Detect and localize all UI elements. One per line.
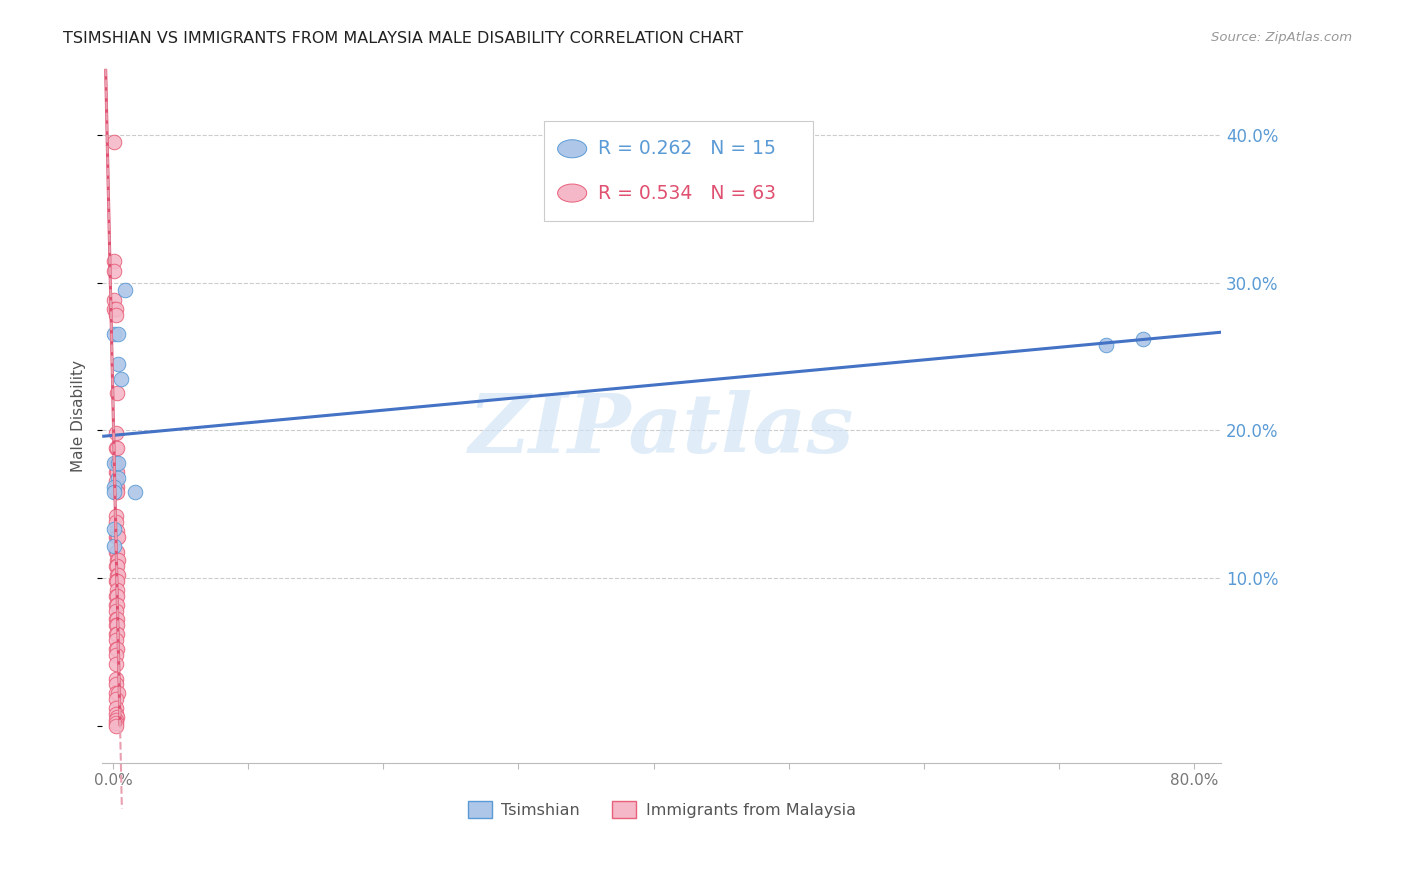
- Point: [104, 308, 127, 322]
- Point: [104, 465, 127, 479]
- Point: [104, 642, 127, 657]
- Circle shape: [558, 140, 586, 158]
- Point: [105, 441, 128, 455]
- Circle shape: [558, 184, 586, 202]
- Point: [105, 582, 128, 597]
- Point: [1132, 332, 1154, 346]
- Point: [105, 589, 128, 603]
- Text: ZIPatlas: ZIPatlas: [470, 390, 855, 469]
- Text: R = 0.262   N = 15: R = 0.262 N = 15: [598, 139, 776, 158]
- Point: [104, 530, 127, 544]
- Point: [103, 302, 125, 317]
- Point: [103, 136, 125, 150]
- Point: [104, 648, 127, 662]
- Point: [103, 456, 125, 470]
- Point: [104, 515, 127, 529]
- Point: [104, 672, 127, 686]
- Point: [1095, 337, 1118, 351]
- Point: [107, 686, 129, 700]
- Point: [104, 426, 127, 441]
- Point: [105, 618, 128, 632]
- Point: [104, 574, 127, 588]
- Point: [107, 553, 129, 567]
- Point: [105, 524, 128, 538]
- Point: [104, 713, 127, 727]
- Point: [114, 283, 136, 297]
- Text: R = 0.534   N = 63: R = 0.534 N = 63: [598, 184, 776, 202]
- Point: [103, 253, 125, 268]
- Point: [107, 357, 129, 371]
- Point: [104, 474, 127, 488]
- Point: [104, 598, 127, 612]
- Legend: Tsimshian, Immigrants from Malaysia: Tsimshian, Immigrants from Malaysia: [461, 795, 862, 824]
- Point: [104, 544, 127, 558]
- Point: [104, 618, 127, 632]
- Point: [105, 544, 128, 558]
- Point: [105, 568, 128, 582]
- Point: [107, 471, 129, 485]
- Text: TSIMSHIAN VS IMMIGRANTS FROM MALAYSIA MALE DISABILITY CORRELATION CHART: TSIMSHIAN VS IMMIGRANTS FROM MALAYSIA MA…: [63, 31, 744, 46]
- Point: [110, 372, 132, 386]
- Point: [105, 485, 128, 500]
- Text: Source: ZipAtlas.com: Source: ZipAtlas.com: [1212, 31, 1353, 45]
- Point: [105, 559, 128, 574]
- Point: [124, 485, 146, 500]
- Point: [104, 715, 127, 730]
- Point: [103, 264, 125, 278]
- Point: [105, 642, 128, 657]
- Point: [104, 559, 127, 574]
- Point: [103, 539, 125, 553]
- Point: [105, 465, 128, 479]
- Point: [105, 553, 128, 567]
- Point: [104, 604, 127, 618]
- Point: [107, 568, 129, 582]
- Point: [104, 701, 127, 715]
- Point: [103, 485, 125, 500]
- Point: [103, 522, 125, 536]
- Point: [104, 677, 127, 691]
- Point: [103, 479, 125, 493]
- Point: [104, 441, 127, 455]
- Y-axis label: Male Disability: Male Disability: [72, 359, 86, 472]
- Point: [105, 613, 128, 627]
- Point: [103, 327, 125, 342]
- Point: [104, 479, 127, 493]
- Point: [104, 589, 127, 603]
- Point: [105, 479, 128, 493]
- Point: [104, 456, 127, 470]
- Point: [103, 293, 125, 308]
- Point: [104, 719, 127, 733]
- Point: [105, 530, 128, 544]
- Point: [105, 627, 128, 641]
- Point: [104, 692, 127, 706]
- Point: [104, 485, 127, 500]
- Point: [104, 613, 127, 627]
- Point: [105, 710, 128, 724]
- Point: [104, 657, 127, 671]
- Point: [104, 633, 127, 648]
- Point: [107, 327, 129, 342]
- Point: [105, 598, 128, 612]
- Point: [105, 574, 128, 588]
- Point: [107, 530, 129, 544]
- Point: [107, 456, 129, 470]
- Point: [104, 706, 127, 721]
- FancyBboxPatch shape: [544, 120, 813, 221]
- Point: [104, 627, 127, 641]
- Point: [104, 302, 127, 317]
- Point: [105, 386, 128, 401]
- Point: [104, 509, 127, 524]
- Point: [104, 686, 127, 700]
